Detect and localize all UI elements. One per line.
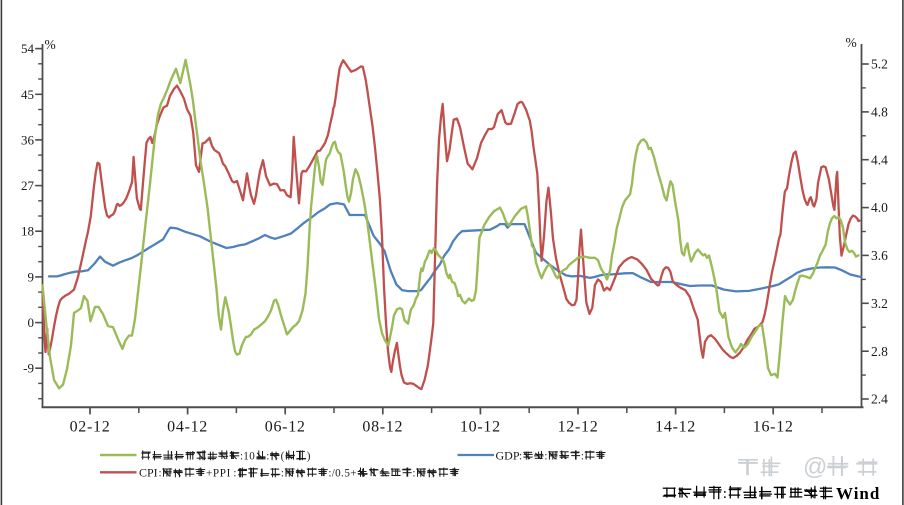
svg-text:1: 1 — [243, 450, 249, 462]
svg-text:04-12: 04-12 — [167, 419, 208, 436]
svg-text::: : — [281, 467, 284, 479]
svg-text::: : — [723, 485, 727, 502]
svg-text:36: 36 — [21, 132, 35, 147]
svg-text:P: P — [220, 467, 226, 479]
svg-text:18: 18 — [21, 224, 34, 239]
svg-text:3.6: 3.6 — [871, 248, 888, 263]
svg-text:%: % — [846, 35, 857, 50]
svg-text::: : — [240, 450, 243, 462]
svg-text:%: % — [45, 37, 56, 52]
svg-text:27: 27 — [21, 178, 35, 193]
svg-text::: : — [544, 450, 547, 462]
svg-text:P: P — [213, 467, 219, 479]
svg-text:08-12: 08-12 — [362, 419, 403, 436]
svg-text:14-12: 14-12 — [655, 419, 696, 436]
svg-text:Wind: Wind — [836, 484, 880, 503]
svg-text:CPI: CPI — [139, 466, 158, 480]
svg-text:5: 5 — [344, 467, 350, 479]
svg-text:+: + — [350, 467, 356, 479]
svg-text::: : — [519, 450, 522, 462]
svg-text:4.0: 4.0 — [871, 200, 888, 215]
svg-text:4.4: 4.4 — [871, 152, 888, 167]
svg-text:54: 54 — [21, 41, 35, 56]
svg-text:45: 45 — [21, 87, 34, 102]
svg-text:02-12: 02-12 — [70, 419, 111, 436]
svg-text:0: 0 — [28, 315, 35, 330]
svg-text:/: / — [332, 467, 336, 479]
svg-text:9: 9 — [28, 269, 35, 284]
svg-text:5.2: 5.2 — [871, 57, 888, 72]
svg-text:2.8: 2.8 — [871, 344, 888, 359]
svg-text:0: 0 — [249, 450, 255, 462]
svg-text:12-12: 12-12 — [558, 419, 599, 436]
svg-text:): ) — [307, 450, 311, 462]
svg-text:4.8: 4.8 — [871, 105, 888, 120]
svg-text:10-12: 10-12 — [460, 419, 501, 436]
svg-text:3.2: 3.2 — [871, 296, 888, 311]
svg-text:.: . — [341, 467, 344, 479]
svg-text::: : — [412, 467, 415, 479]
svg-text::: : — [581, 450, 584, 462]
svg-text:0: 0 — [335, 467, 341, 479]
svg-text::: : — [233, 467, 236, 479]
svg-text::: : — [266, 450, 269, 462]
svg-text::: : — [159, 467, 162, 479]
svg-text:GDP: GDP — [496, 448, 520, 462]
svg-text:2.4: 2.4 — [871, 392, 888, 407]
svg-text:16-12: 16-12 — [753, 419, 794, 436]
svg-text:-9: -9 — [23, 361, 34, 376]
svg-text::: : — [328, 467, 331, 479]
svg-text:(: ( — [281, 450, 285, 462]
svg-text:+: + — [206, 467, 212, 479]
svg-text:@: @ — [803, 454, 827, 481]
svg-text:06-12: 06-12 — [265, 419, 306, 436]
svg-text:I: I — [227, 467, 231, 479]
